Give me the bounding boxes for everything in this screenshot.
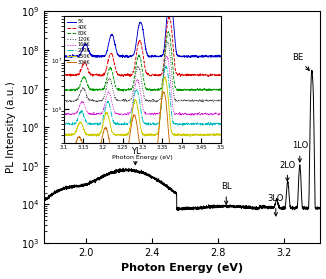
Text: 1LO: 1LO [292, 141, 308, 162]
Text: YL: YL [130, 147, 140, 165]
X-axis label: Photon Energy (eV): Photon Energy (eV) [121, 263, 244, 273]
Text: BL: BL [221, 182, 231, 204]
Y-axis label: PL Intensity (a.u.): PL Intensity (a.u.) [6, 81, 16, 173]
Text: 3LO: 3LO [268, 194, 284, 216]
Text: BE: BE [292, 53, 309, 70]
Text: 2LO: 2LO [279, 161, 295, 181]
